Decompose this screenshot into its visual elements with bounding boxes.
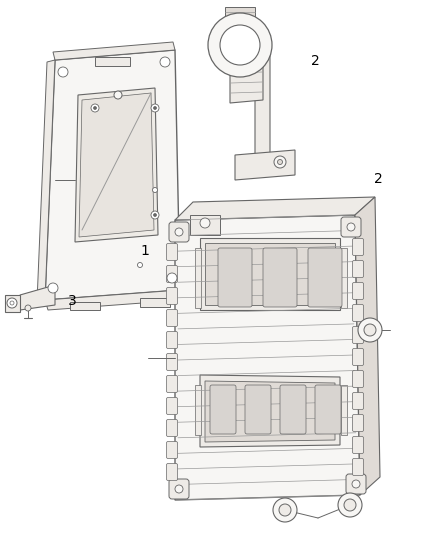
Polygon shape: [70, 302, 100, 310]
Polygon shape: [230, 61, 263, 103]
Polygon shape: [200, 238, 340, 310]
FancyBboxPatch shape: [280, 385, 306, 434]
Polygon shape: [140, 298, 170, 307]
FancyBboxPatch shape: [263, 248, 297, 307]
Polygon shape: [195, 248, 201, 308]
Circle shape: [358, 318, 382, 342]
FancyBboxPatch shape: [315, 385, 341, 434]
Polygon shape: [175, 197, 375, 220]
FancyBboxPatch shape: [353, 327, 364, 343]
Polygon shape: [53, 42, 175, 60]
Circle shape: [344, 499, 356, 511]
Circle shape: [10, 301, 14, 305]
Polygon shape: [235, 150, 295, 180]
Circle shape: [48, 283, 58, 293]
Circle shape: [200, 218, 210, 228]
Polygon shape: [79, 93, 154, 237]
Circle shape: [175, 228, 183, 236]
Circle shape: [220, 25, 260, 65]
FancyBboxPatch shape: [353, 415, 364, 432]
FancyBboxPatch shape: [166, 332, 177, 349]
Circle shape: [151, 211, 159, 219]
FancyBboxPatch shape: [341, 217, 361, 237]
Circle shape: [167, 273, 177, 283]
FancyBboxPatch shape: [353, 282, 364, 300]
Circle shape: [364, 324, 376, 336]
FancyBboxPatch shape: [353, 370, 364, 387]
Polygon shape: [75, 88, 158, 242]
FancyBboxPatch shape: [210, 385, 236, 434]
Polygon shape: [225, 7, 255, 17]
FancyBboxPatch shape: [166, 376, 177, 392]
FancyBboxPatch shape: [166, 353, 177, 370]
FancyBboxPatch shape: [166, 441, 177, 458]
Text: 1: 1: [140, 244, 149, 257]
Polygon shape: [45, 50, 180, 300]
Polygon shape: [195, 385, 201, 435]
FancyBboxPatch shape: [218, 248, 252, 307]
FancyBboxPatch shape: [353, 349, 364, 366]
Polygon shape: [37, 60, 55, 302]
Text: 3: 3: [68, 294, 77, 308]
Polygon shape: [5, 295, 20, 312]
Circle shape: [175, 485, 183, 493]
FancyBboxPatch shape: [353, 437, 364, 454]
Polygon shape: [341, 248, 347, 308]
Circle shape: [273, 498, 297, 522]
Text: 2: 2: [311, 54, 320, 68]
FancyBboxPatch shape: [353, 261, 364, 278]
FancyBboxPatch shape: [166, 464, 177, 481]
Circle shape: [153, 107, 156, 109]
Polygon shape: [20, 285, 55, 310]
Polygon shape: [205, 243, 335, 305]
Circle shape: [352, 480, 360, 488]
Circle shape: [58, 67, 68, 77]
Circle shape: [278, 159, 283, 165]
FancyBboxPatch shape: [245, 385, 271, 434]
Circle shape: [91, 104, 99, 112]
Circle shape: [93, 107, 96, 109]
Circle shape: [347, 223, 355, 231]
Circle shape: [208, 13, 272, 77]
Polygon shape: [175, 215, 360, 500]
FancyBboxPatch shape: [353, 458, 364, 475]
Circle shape: [151, 104, 159, 112]
FancyBboxPatch shape: [166, 287, 177, 304]
FancyBboxPatch shape: [346, 474, 366, 494]
Polygon shape: [200, 375, 340, 447]
Text: 2: 2: [374, 172, 383, 185]
Circle shape: [338, 493, 362, 517]
FancyBboxPatch shape: [166, 398, 177, 415]
Polygon shape: [45, 290, 183, 310]
FancyBboxPatch shape: [166, 310, 177, 327]
Polygon shape: [205, 381, 335, 442]
Circle shape: [274, 156, 286, 168]
Circle shape: [25, 305, 31, 311]
FancyBboxPatch shape: [166, 419, 177, 437]
Circle shape: [114, 91, 122, 99]
FancyBboxPatch shape: [353, 304, 364, 321]
Circle shape: [152, 188, 158, 192]
FancyBboxPatch shape: [169, 222, 189, 242]
Circle shape: [279, 504, 291, 516]
Polygon shape: [95, 57, 130, 66]
Polygon shape: [355, 197, 380, 495]
Circle shape: [138, 262, 142, 268]
FancyBboxPatch shape: [308, 248, 342, 307]
Circle shape: [7, 298, 17, 308]
Circle shape: [160, 57, 170, 67]
FancyBboxPatch shape: [169, 479, 189, 499]
Polygon shape: [225, 50, 270, 165]
FancyBboxPatch shape: [353, 238, 364, 255]
Polygon shape: [190, 215, 220, 235]
FancyBboxPatch shape: [353, 392, 364, 409]
Circle shape: [153, 214, 156, 216]
FancyBboxPatch shape: [166, 265, 177, 282]
Polygon shape: [341, 385, 347, 435]
FancyBboxPatch shape: [166, 244, 177, 261]
